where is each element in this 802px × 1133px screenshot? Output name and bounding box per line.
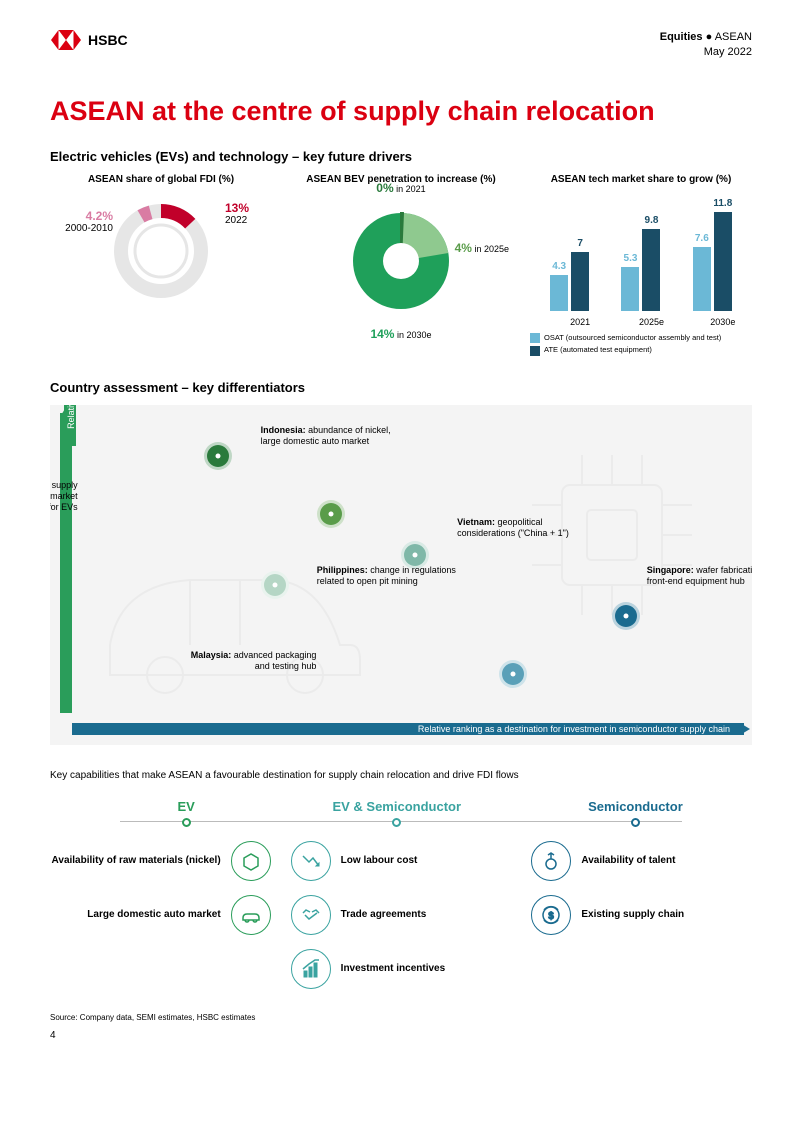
bev-pie: 0% in 2021 4% in 2025e 14% in 2030e	[331, 191, 471, 331]
bar-group: 7.6 11.82030e	[693, 212, 732, 310]
y-axis	[60, 413, 72, 713]
fdi-b-label: 13% 2022	[225, 201, 249, 227]
bev-panel: ASEAN BEV penetration to increase (%) 0%…	[290, 174, 512, 358]
bev-lbl-2030: 14% in 2030e	[370, 327, 431, 341]
country-node-malaysia	[499, 660, 527, 688]
country-node-indonesia	[204, 442, 232, 470]
caps-head: EV & Semiconductor	[317, 799, 477, 827]
cap-icon	[231, 895, 271, 935]
page-number: 4	[50, 1030, 752, 1041]
brand-logo: HSBC	[50, 30, 128, 50]
fdi-donut: 4.2% 2000-2010 13% 2022	[101, 191, 221, 311]
cap-item: $Existing supply chain	[531, 895, 752, 935]
hsbc-hexagon-icon	[50, 30, 82, 50]
country-label-vietnam: Vietnam: geopolitical considerations ("C…	[457, 517, 597, 540]
page-header: HSBC Equities ● ASEAN May 2022	[50, 30, 752, 61]
scatter-section: Country assessment – key differentiators…	[50, 380, 752, 745]
ate-bar: 72021	[571, 252, 589, 310]
ate-swatch	[530, 346, 540, 356]
section1-title: Electric vehicles (EVs) and technology –…	[50, 149, 752, 164]
caps-intro: Key capabilities that make ASEAN a favou…	[50, 770, 752, 781]
osat-bar: 5.3	[621, 267, 639, 311]
bev-lbl-2025: 4% in 2025e	[455, 241, 509, 255]
osat-swatch	[530, 333, 540, 343]
x-axis: Relative ranking as a destination for in…	[72, 723, 744, 735]
cap-item: Availability of talent	[531, 841, 752, 881]
osat-bar: 7.6	[693, 247, 711, 310]
country-label-singapore: Singapore: wafer fabrication and front-e…	[647, 565, 752, 588]
tech-bars: 4.3 72021 5.3 9.82025e 7.6 11.82030e	[530, 191, 752, 311]
bar-group: 5.3 9.82025e	[621, 229, 660, 311]
brand-name: HSBC	[88, 32, 128, 48]
country-label-thailand: Thailand: strong auto supply chain, larg…	[50, 480, 78, 514]
capabilities-section: Key capabilities that make ASEAN a favou…	[50, 770, 752, 989]
cap-item: Availability of raw materials (nickel)	[50, 841, 271, 881]
header-meta: Equities ● ASEAN May 2022	[660, 30, 752, 61]
caps-head: Semiconductor	[555, 799, 715, 827]
cap-icon: $	[531, 895, 571, 935]
scatter-chart: Relative ranking as a destination for in…	[50, 405, 752, 745]
country-node-thailand	[317, 500, 345, 528]
caps-col-semi: Availability of talent $Existing supply c…	[531, 841, 752, 989]
cap-item: Large domestic auto market	[50, 895, 271, 935]
bev-lbl-2021: 0% in 2021	[376, 181, 425, 195]
tech-legend: OSAT (outsourced semiconductor assembly …	[530, 333, 752, 356]
svg-text:$: $	[549, 911, 555, 922]
scatter-title: Country assessment – key differentiators	[50, 380, 752, 395]
y-axis-label: Relative ranking as a destination for in…	[64, 405, 76, 446]
caps-header-row: EV EV & Semiconductor Semiconductor	[50, 799, 752, 831]
country-label-philippines: Philippines: change in regulations relat…	[317, 565, 457, 588]
ate-bar: 11.82030e	[714, 212, 732, 310]
ate-bar: 9.82025e	[642, 229, 660, 311]
page-title: ASEAN at the centre of supply chain relo…	[50, 96, 752, 127]
cap-icon	[291, 949, 331, 989]
cap-item: Low labour cost	[291, 841, 512, 881]
tech-title: ASEAN tech market share to grow (%)	[530, 174, 752, 185]
cap-icon	[291, 895, 331, 935]
caps-col-both: Low labour cost Trade agreements Investmen…	[291, 841, 512, 989]
country-label-malaysia: Malaysia: advanced packaging and testing…	[176, 650, 316, 673]
source-note: Source: Company data, SEMI estimates, HS…	[50, 1013, 752, 1022]
cap-icon	[291, 841, 331, 881]
caps-grid: Availability of raw materials (nickel) La…	[50, 841, 752, 989]
caps-head: EV	[106, 799, 266, 827]
country-node-singapore	[612, 602, 640, 630]
country-node-philippines	[261, 571, 289, 599]
tech-panel: ASEAN tech market share to grow (%) 4.3 …	[530, 174, 752, 358]
cap-item: Trade agreements	[291, 895, 512, 935]
caps-col-ev: Availability of raw materials (nickel) La…	[50, 841, 271, 989]
charts-row: ASEAN share of global FDI (%) 4.2% 2000-…	[50, 174, 752, 358]
bar-group: 4.3 72021	[550, 252, 589, 310]
cap-icon	[531, 841, 571, 881]
cap-icon	[231, 841, 271, 881]
fdi-title: ASEAN share of global FDI (%)	[50, 174, 272, 185]
fdi-a-label: 4.2% 2000-2010	[63, 209, 113, 235]
country-label-indonesia: Indonesia: abundance of nickel, large do…	[261, 425, 401, 448]
cap-item: Investment incentives	[291, 949, 512, 989]
osat-bar: 4.3	[550, 275, 568, 311]
fdi-panel: ASEAN share of global FDI (%) 4.2% 2000-…	[50, 174, 272, 358]
